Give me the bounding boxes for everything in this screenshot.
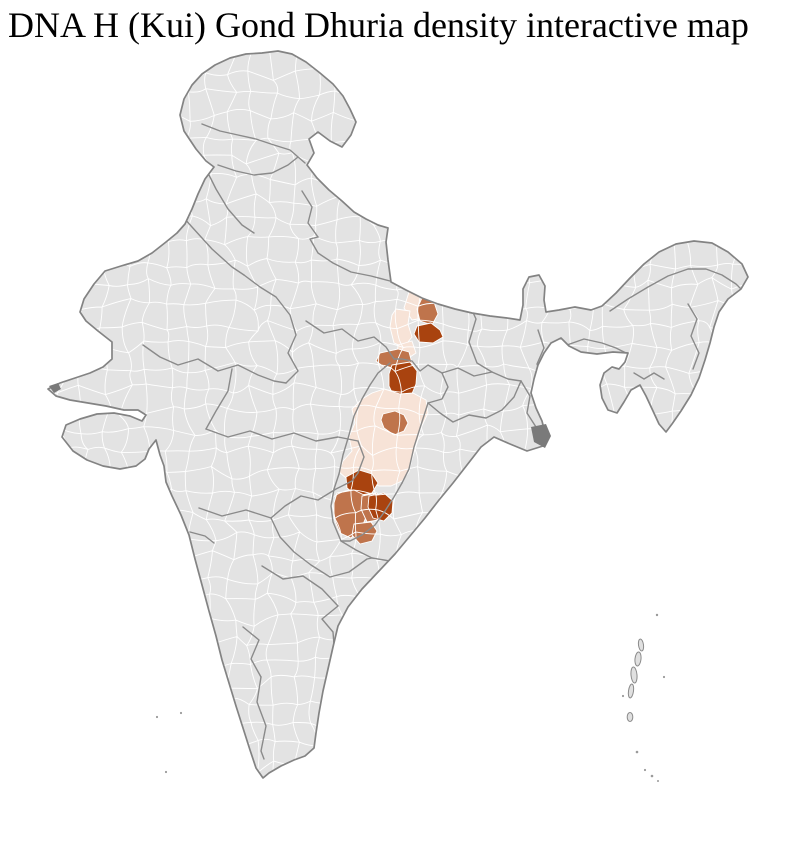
india-outline: [47, 50, 749, 780]
district-north-3[interactable]: [413, 322, 444, 344]
sundarbans-patch: [531, 424, 551, 449]
district-center-2[interactable]: [380, 410, 409, 436]
page-title: DNA H (Kui) Gond Dhuria density interact…: [8, 5, 749, 45]
india-map[interactable]: [0, 47, 806, 823]
district-south-1[interactable]: [345, 469, 379, 497]
andaman-nicobar-islands: [621, 613, 666, 783]
kutch-creek-patch: [49, 383, 61, 394]
lakshadweep-islands: [155, 712, 183, 774]
state-borders: [142, 123, 742, 760]
